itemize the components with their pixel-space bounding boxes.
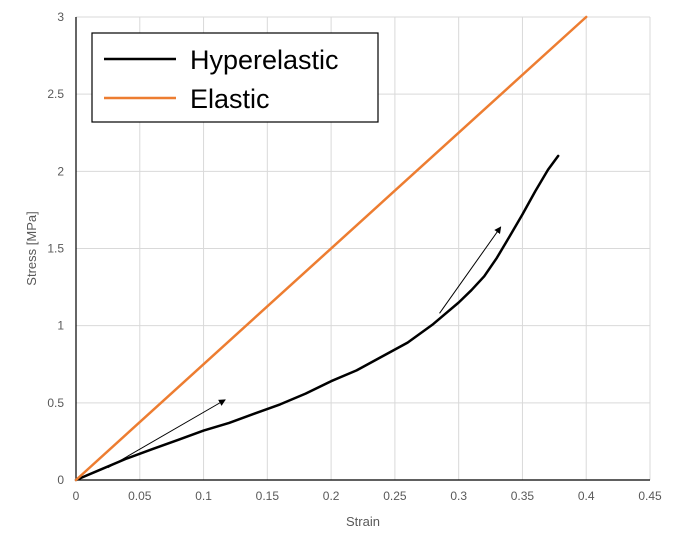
y-tick-label: 2.5 bbox=[47, 87, 64, 101]
x-tick-label: 0.25 bbox=[383, 489, 407, 503]
x-tick-label: 0.15 bbox=[256, 489, 280, 503]
x-tick-label: 0.35 bbox=[511, 489, 535, 503]
annotations bbox=[107, 226, 502, 469]
series-line-elastic bbox=[74, 15, 588, 482]
y-tick-label: 1 bbox=[57, 319, 64, 333]
annotation-arrow bbox=[107, 399, 226, 469]
x-tick-label: 0.05 bbox=[128, 489, 152, 503]
x-tick-label: 0.45 bbox=[638, 489, 662, 503]
annotation-arrow bbox=[439, 226, 502, 314]
tick-labels: 0 0.05 0.1 0.15 0.2 0.25 0.3 0.35 0.4 0.45 0 0.5 1 1.… bbox=[47, 10, 662, 503]
series-line-hyperelastic bbox=[74, 154, 560, 482]
x-tick-label: 0.3 bbox=[450, 489, 467, 503]
y-tick-label: 0 bbox=[57, 473, 64, 487]
axes bbox=[75, 17, 650, 481]
x-tick-label: 0 bbox=[73, 489, 80, 503]
legend-label-elastic: Elastic bbox=[190, 84, 270, 114]
y-tick-label: 0.5 bbox=[47, 396, 64, 410]
x-tick-label: 0.2 bbox=[323, 489, 340, 503]
legend: Hyperelastic Elastic bbox=[91, 32, 379, 123]
x-tick-label: 0.1 bbox=[195, 489, 212, 503]
y-axis-title: Stress [MPa] bbox=[24, 211, 39, 285]
legend-box bbox=[91, 32, 379, 123]
y-tick-label: 2 bbox=[57, 164, 64, 178]
y-tick-label: 3 bbox=[57, 10, 64, 24]
series bbox=[74, 15, 588, 482]
x-tick-label: 0.4 bbox=[578, 489, 595, 503]
y-tick-label: 1.5 bbox=[47, 242, 64, 256]
legend-label-hyperelastic: Hyperelastic bbox=[190, 45, 339, 75]
x-axis-title: Strain bbox=[346, 514, 380, 529]
